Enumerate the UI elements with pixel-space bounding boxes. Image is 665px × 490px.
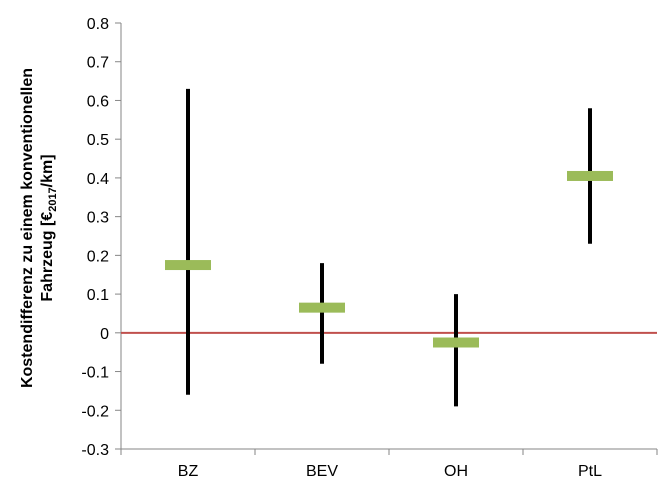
value-marker	[165, 260, 211, 271]
y-axis-title: Kostendifferenz zu einem konventionellen…	[19, 68, 59, 388]
x-tick-label: BEV	[306, 463, 338, 480]
value-marker	[567, 170, 613, 181]
y-axis-title-line2: Fahrzeug [€2017/km]	[39, 154, 59, 301]
y-tick-label: 0.8	[87, 16, 109, 33]
y-tick-label: 0.6	[87, 93, 109, 110]
y-tick-label: 0.5	[87, 132, 109, 149]
value-marker	[433, 337, 479, 348]
y-tick-label: 0	[100, 326, 109, 343]
x-tick-label: PtL	[578, 463, 602, 480]
y-axis-title-line1: Kostendifferenz zu einem konventionellen	[19, 68, 36, 388]
y-axis-title-prefix: Fahrzeug [€	[39, 212, 56, 302]
y-tick-label: 0.1	[87, 287, 109, 304]
y-tick-label: -0.3	[81, 442, 109, 459]
x-tick-label: BZ	[178, 463, 199, 480]
y-tick-label: -0.1	[81, 365, 109, 382]
y-axis-title-subscript: 2017	[47, 187, 59, 211]
y-tick-label: 0.4	[87, 171, 109, 188]
axes: -0.3 -0.2 -0.1 0 0.1 0.2 0.3 0.4 0.5 0.6 0.7 0.8 BZ B…	[81, 16, 658, 480]
x-tick-label: OH	[444, 463, 468, 480]
value-marker	[299, 302, 345, 313]
y-axis-title-suffix: /km]	[39, 154, 56, 187]
y-tick-label: 0.2	[87, 248, 109, 265]
y-tick-label: 0.3	[87, 210, 109, 227]
y-tick-label: -0.2	[81, 403, 109, 420]
y-tick-label: 0.7	[87, 55, 109, 72]
data-marks	[165, 88, 613, 407]
